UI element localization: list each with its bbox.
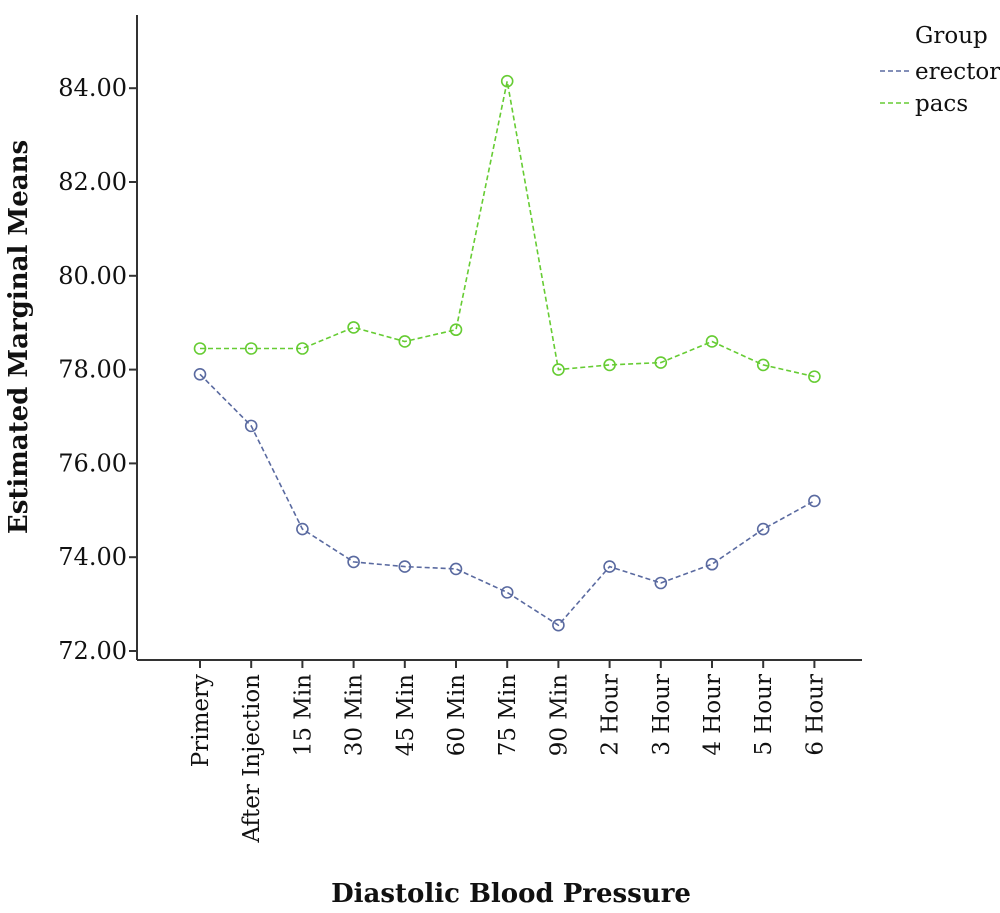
data-point-pacs [603,358,616,372]
x-tick-label: 3 Hour [649,674,675,756]
y-tick-label: 84.00 [58,74,127,102]
data-point-erector [193,367,207,381]
data-point-pacs [398,335,412,348]
legend-items: erector pacs [880,59,1000,117]
data-point-erector [603,560,616,573]
series-line-pacs [200,81,815,378]
data-point-pacs [244,342,258,355]
data-point-pacs [654,356,668,369]
data-point-pacs [705,335,719,348]
x-tick-label: 6 Hour [802,674,828,756]
data-point-erector [654,576,668,590]
y-tick-label: 80.00 [58,262,127,290]
x-axis-title: Diastolic Blood Pressure [331,879,691,909]
legend-label-pacs: pacs [915,91,968,117]
y-axis-title: Estimated Marginal Means [4,140,34,534]
x-tick-label: 45 Min [393,674,419,756]
y-tick-label: 82.00 [58,168,127,196]
x-tick-label: 30 Min [342,674,368,756]
x-tick-label: 90 Min [546,674,572,756]
data-point-erector [705,557,719,571]
x-axis-ticks: Primery After Injection 15 Min 30 Min 45 Min… [188,660,828,844]
data-point-pacs [808,370,821,383]
data-point-erector [500,586,514,599]
x-tick-label: 5 Hour [751,674,777,756]
data-point-erector [244,419,258,433]
y-tick-label: 74.00 [58,543,127,571]
data-point-pacs [500,74,514,88]
plot-frame [136,15,862,661]
data-point-erector [756,522,770,536]
x-tick-label: After Injection [239,674,265,844]
data-point-pacs [347,321,360,334]
y-tick-label: 72.00 [58,637,127,665]
data-point-pacs [296,342,309,355]
data-point-pacs [449,323,463,337]
x-tick-label: 15 Min [290,674,316,756]
data-point-erector [398,560,412,573]
x-tick-label: Primery [188,674,214,767]
data-point-erector [449,562,463,576]
series-layer [193,74,821,632]
x-tick-label: 60 Min [444,674,470,756]
data-point-erector [552,618,565,632]
y-tick-label: 78.00 [58,356,127,384]
x-tick-label: 2 Hour [598,674,624,756]
data-point-pacs [552,363,565,376]
legend-label-erector: erector [915,59,1000,85]
data-point-pacs [193,342,207,355]
y-axis-ticks: 72.00 74.00 76.00 78.00 80.00 82.00 84.00 [58,74,137,665]
data-point-erector [296,522,309,536]
legend: Group erector pacs [880,23,1000,117]
x-tick-label: 75 Min [495,674,521,756]
series-line-erector [199,373,815,627]
y-tick-label: 76.00 [58,449,127,477]
data-point-pacs [756,358,770,372]
x-tick-label: 4 Hour [700,674,726,756]
data-point-erector [347,555,360,569]
legend-title: Group [915,23,988,49]
data-point-erector [808,494,821,508]
